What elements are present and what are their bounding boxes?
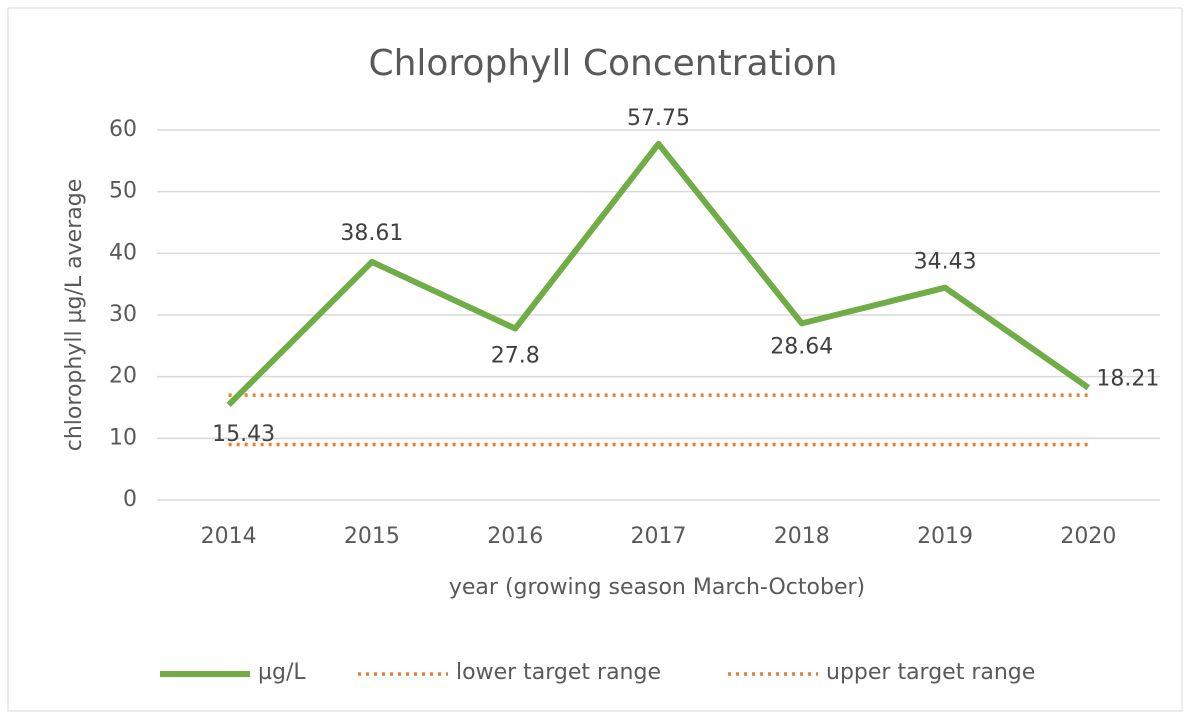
data-label: 27.8: [491, 344, 540, 369]
data-label: 28.64: [770, 334, 833, 359]
y-tick-label: 50: [109, 179, 137, 204]
data-label: 38.61: [340, 221, 403, 246]
legend-label: upper target range: [826, 660, 1035, 685]
y-tick-label: 10: [109, 425, 137, 450]
y-tick-label: 20: [109, 364, 137, 389]
legend-label: lower target range: [456, 660, 661, 685]
y-axis-label: chlorophyll µg/L average: [62, 179, 87, 451]
x-tick-label: 2018: [774, 524, 830, 549]
x-tick-label: 2017: [631, 524, 687, 549]
x-tick-label: 2016: [487, 524, 543, 549]
x-tick-label: 2014: [201, 524, 257, 549]
y-tick-label: 30: [109, 302, 137, 327]
legend-label: µg/L: [258, 660, 306, 685]
data-label: 34.43: [914, 250, 977, 275]
x-tick-label: 2020: [1060, 524, 1116, 549]
x-axis-label: year (growing season March-October): [449, 575, 865, 600]
series-line: [226, 140, 1091, 407]
y-tick-label: 60: [109, 117, 137, 142]
chart-frame: [7, 7, 1183, 712]
data-label: 57.75: [627, 106, 690, 131]
y-tick-label: 40: [109, 240, 137, 265]
y-tick-label: 0: [123, 487, 137, 512]
chart-title: Chlorophyll Concentration: [368, 43, 837, 84]
data-label: 18.21: [1096, 367, 1159, 392]
x-tick-label: 2019: [917, 524, 973, 549]
x-tick-label: 2015: [344, 524, 400, 549]
data-label: 15.43: [212, 422, 275, 447]
